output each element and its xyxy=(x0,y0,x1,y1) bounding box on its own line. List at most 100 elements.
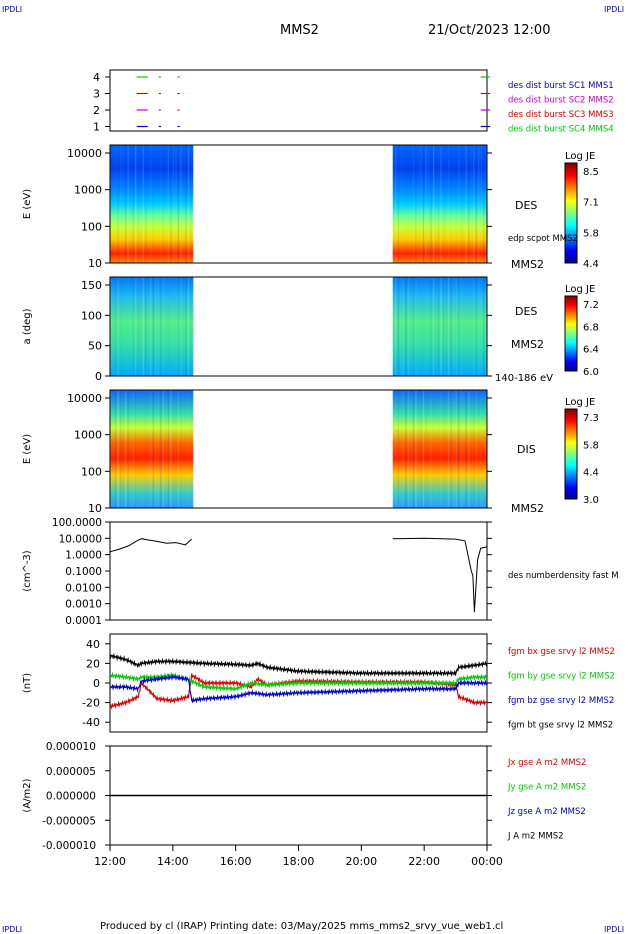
des-pitch-streak xyxy=(157,277,159,376)
des-energy-streak xyxy=(468,145,470,263)
dis-energy-streak xyxy=(468,390,470,508)
dis-energy-streak xyxy=(160,390,162,508)
dis-energy-streak xyxy=(402,390,405,508)
des-pitch-streak xyxy=(440,277,442,376)
burst-legend-entry: des dist burst SC3 MMS3 xyxy=(508,110,614,120)
dis-energy-streak xyxy=(175,390,177,508)
des-energy-streak xyxy=(140,145,142,263)
des-pitch-streak xyxy=(128,277,129,376)
des-energy-spectrogram-block xyxy=(392,145,487,263)
des-energy-colorbar-tick: 5.8 xyxy=(583,228,599,239)
des-energy-streak xyxy=(117,145,119,263)
des-energy-colorbar xyxy=(564,162,578,264)
dis-energy-streak xyxy=(127,390,129,508)
des-pitch-colorbar-title: Log JE xyxy=(565,284,595,295)
dis-energy-streak xyxy=(440,390,442,508)
des-pitch-sc-label: MMS2 xyxy=(511,338,544,351)
des-pitch-streak xyxy=(142,277,144,376)
burst-tick-label: 3 xyxy=(93,88,100,101)
des-energy-streak xyxy=(158,145,159,263)
des-pitch-streak xyxy=(168,277,169,376)
des-pitch-streak xyxy=(418,277,419,376)
current-tick-label: 0.000010 xyxy=(46,741,96,753)
current-ylabel: (A/m2) xyxy=(22,778,33,812)
edp-scpot-label: edp scpot MMS2 xyxy=(508,234,578,244)
des-pitch-streak xyxy=(140,277,142,376)
des-energy-streak xyxy=(142,145,144,263)
density-tick-label: 0.0010 xyxy=(65,599,102,611)
des-energy-streak xyxy=(172,145,175,263)
des-pitch-streak xyxy=(463,277,464,376)
dis-energy-tick-label: 100 xyxy=(81,465,102,478)
des-energy-streak xyxy=(400,145,401,263)
des-energy-streak xyxy=(478,145,480,263)
des-pitch-streak xyxy=(148,277,149,376)
footer-credit: Produced by cl (IRAP) Printing date: 03/… xyxy=(100,921,503,932)
des-energy-streak xyxy=(446,145,447,263)
des-pitch-streak xyxy=(145,277,147,376)
des-pitch-streak xyxy=(155,277,157,376)
des-energy-streak xyxy=(430,145,432,263)
dis-energy-streak xyxy=(132,390,134,508)
fgm-bz-line xyxy=(109,673,488,704)
corner-mark-top-right: IPDLI xyxy=(604,5,624,14)
des-pitch-streak xyxy=(400,277,402,376)
current-legend-entry: Jx gse A m2 MMS2 xyxy=(507,758,586,768)
des-energy-streak xyxy=(165,145,166,263)
density-tick-label: 0.0001 xyxy=(65,615,102,627)
des-pitch-streak xyxy=(483,277,485,376)
des-pitch-streak xyxy=(478,277,480,376)
des-pitch-tick-label: 50 xyxy=(88,340,102,353)
dis-energy-colorbar-title: Log JE xyxy=(565,397,595,408)
dis-energy-colorbar-tick: 4.4 xyxy=(583,468,599,479)
des-energy-streak xyxy=(185,145,187,263)
des-pitch-spectrogram-block xyxy=(392,277,487,376)
des-pitch-streak xyxy=(160,277,162,376)
des-energy-colorbar-title: Log JE xyxy=(565,151,595,162)
dis-energy-streak xyxy=(155,390,157,508)
des-energy-streak xyxy=(437,145,440,263)
des-energy-streak xyxy=(418,145,419,263)
des-pitch-streak xyxy=(485,277,487,376)
dis-energy-streak xyxy=(433,390,434,508)
dis-energy-streak xyxy=(167,390,170,508)
des-pitch-colorbar-tick: 6.0 xyxy=(583,367,599,378)
des-energy-streak xyxy=(145,145,147,263)
density-frame xyxy=(109,521,488,621)
density-legend-entry: des numberdensity fast M xyxy=(508,571,619,581)
dis-energy-spectrogram-block xyxy=(110,390,194,508)
dis-energy-tick-label: 10000 xyxy=(67,392,102,405)
des-pitch-frame xyxy=(109,276,488,377)
des-energy-streak xyxy=(463,145,464,263)
des-pitch-streak xyxy=(183,277,184,376)
des-energy-streak xyxy=(443,145,445,263)
dis-energy-streak xyxy=(152,390,154,508)
des-energy-streak xyxy=(395,145,397,263)
x-tick-label: 16:00 xyxy=(220,855,252,868)
des-pitch-streak xyxy=(425,277,426,376)
des-energy-sc-label: MMS2 xyxy=(511,258,544,271)
burst-panel-frame xyxy=(109,69,488,132)
des-energy-streak xyxy=(123,145,124,263)
des-energy-tick-label: 1000 xyxy=(74,184,102,197)
dis-energy-streak xyxy=(148,390,149,508)
des-energy-ylabel: E (eV) xyxy=(22,189,33,219)
density-tick-label: 10.0000 xyxy=(59,533,102,545)
dis-energy-streak xyxy=(140,390,141,508)
dis-energy-streak xyxy=(397,390,399,508)
dis-energy-streak xyxy=(448,390,450,508)
dis-energy-ylabel: E (eV) xyxy=(22,434,33,464)
des-energy-label: DES xyxy=(515,199,537,212)
burst-legend-entry: des dist burst SC2 MMS2 xyxy=(508,96,614,106)
des-pitch-streak xyxy=(466,277,467,376)
dis-energy-streak xyxy=(415,390,417,508)
des-pitch-streak xyxy=(165,277,166,376)
des-pitch-streak xyxy=(130,277,131,376)
burst-tick-label: 2 xyxy=(93,104,100,117)
des-pitch-streak xyxy=(468,277,469,376)
x-tick-label: 18:00 xyxy=(283,855,315,868)
x-tick-label: 14:00 xyxy=(157,855,189,868)
des-energy-streak xyxy=(428,145,429,263)
density-tick-label: 0.1000 xyxy=(65,566,102,578)
